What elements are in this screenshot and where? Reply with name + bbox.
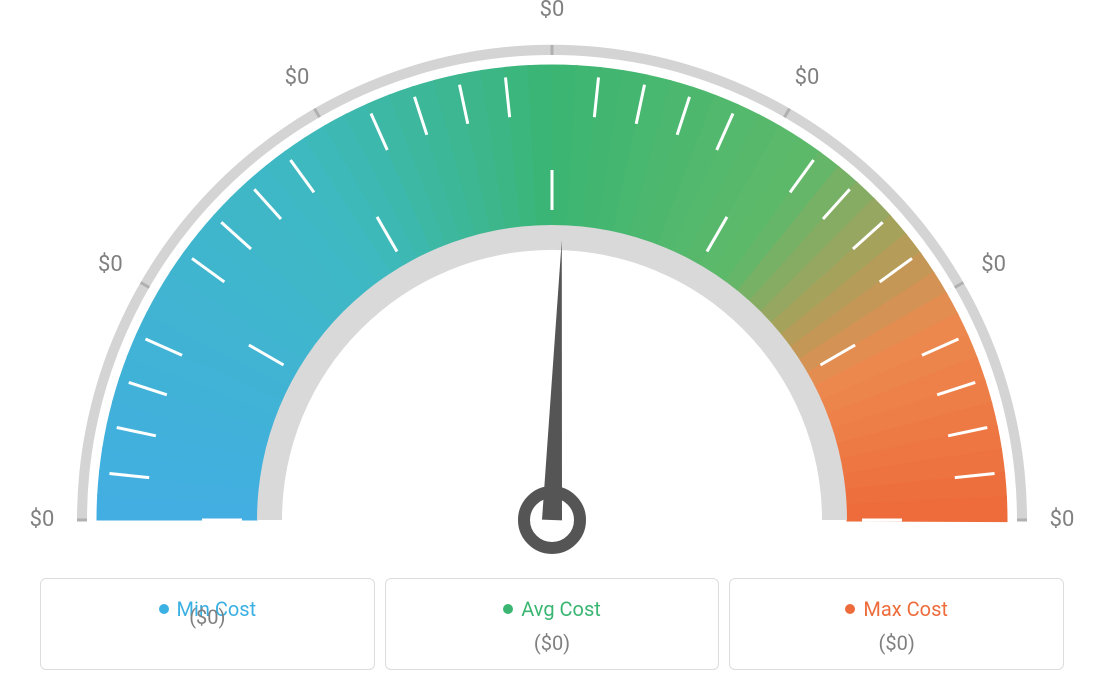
- legend-value-avg: ($0): [396, 631, 709, 655]
- legend-label: Avg Cost: [521, 597, 601, 621]
- legend-label: Max Cost: [863, 597, 948, 621]
- gauge-tick-label: $0: [795, 65, 820, 90]
- legend-card-avg: Avg Cost ($0): [385, 578, 720, 670]
- legend-card-min: Min Cost ($0): [40, 578, 375, 670]
- legend-value-max: ($0): [740, 631, 1053, 655]
- gauge-tick-label: $0: [540, 0, 565, 22]
- gauge-tick-label: $0: [30, 507, 55, 532]
- gauge-tick-label: $0: [98, 252, 123, 277]
- legend-card-max: Max Cost ($0): [729, 578, 1064, 670]
- dot-icon: [503, 604, 513, 614]
- gauge-graphic: $0 $0 $0 $0 $0 $0 $0: [30, 0, 1075, 548]
- gauge-tick-label: $0: [1050, 507, 1075, 532]
- cost-gauge: $0 $0 $0 $0 $0 $0 $0: [0, 0, 1104, 560]
- legend-title-avg: Avg Cost: [503, 597, 601, 621]
- gauge-tick-label: $0: [285, 65, 310, 90]
- legend-row: Min Cost ($0) Avg Cost ($0) Max Cost ($0…: [40, 578, 1064, 670]
- gauge-svg: $0 $0 $0 $0 $0 $0 $0: [0, 0, 1104, 560]
- gauge-tick-label: $0: [981, 252, 1006, 277]
- dot-icon: [159, 604, 169, 614]
- legend-value-min-text: ($0): [51, 605, 364, 629]
- dot-icon: [845, 604, 855, 614]
- legend-title-max: Max Cost: [845, 597, 948, 621]
